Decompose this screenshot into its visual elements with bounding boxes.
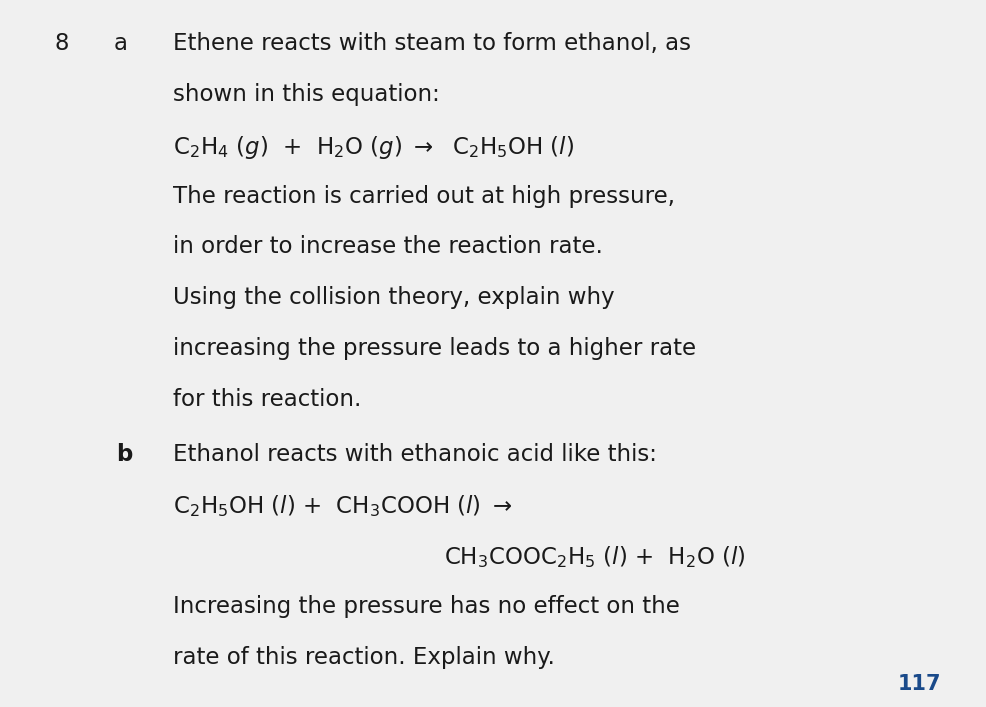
Text: Ethanol reacts with ethanoic acid like this:: Ethanol reacts with ethanoic acid like t… xyxy=(173,443,656,466)
Text: The reaction is carried out at high pressure,: The reaction is carried out at high pres… xyxy=(173,185,674,208)
Text: increasing the pressure leads to a higher rate: increasing the pressure leads to a highe… xyxy=(173,337,695,361)
Text: shown in this equation:: shown in this equation: xyxy=(173,83,439,106)
Text: Increasing the pressure has no effect on the: Increasing the pressure has no effect on… xyxy=(173,595,679,619)
Text: a: a xyxy=(113,32,127,55)
Text: in order to increase the reaction rate.: in order to increase the reaction rate. xyxy=(173,235,602,259)
Text: 117: 117 xyxy=(897,674,941,694)
Text: b: b xyxy=(116,443,133,466)
Text: Ethene reacts with steam to form ethanol, as: Ethene reacts with steam to form ethanol… xyxy=(173,32,690,55)
Text: 8: 8 xyxy=(54,32,69,55)
Text: rate of this reaction. Explain why.: rate of this reaction. Explain why. xyxy=(173,646,554,670)
Text: $\mathsf{C_2H_4}$ $(g)$  $+$  $\mathsf{H_2O}$ $(g)$ $\rightarrow$  $\mathsf{C_2H: $\mathsf{C_2H_4}$ $(g)$ $+$ $\mathsf{H_2… xyxy=(173,134,573,160)
Text: $\mathsf{C_2H_5OH}$ $(\mathit{l})$ $+$  $\mathsf{CH_3COOH}$ $(\mathit{l})$ $\rig: $\mathsf{C_2H_5OH}$ $(\mathit{l})$ $+$ $… xyxy=(173,493,512,520)
Text: $\mathsf{CH_3COOC_2H_5}$ $(\mathit{l})$ $+$  $\mathsf{H_2O}$ $(\mathit{l})$: $\mathsf{CH_3COOC_2H_5}$ $(\mathit{l})$ … xyxy=(444,544,745,571)
Text: Using the collision theory, explain why: Using the collision theory, explain why xyxy=(173,286,613,310)
Text: for this reaction.: for this reaction. xyxy=(173,388,361,411)
